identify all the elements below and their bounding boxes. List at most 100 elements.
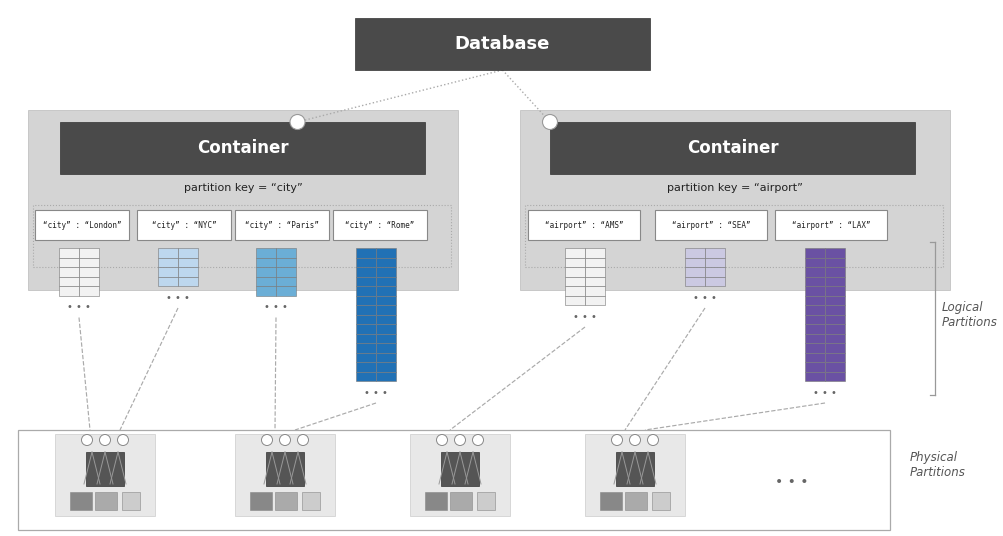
Bar (356, 353, 376, 362)
Bar (356, 333, 376, 343)
Bar (565, 267, 585, 277)
Text: Database: Database (454, 35, 550, 53)
Bar (585, 434, 684, 516)
Bar (35, 210, 128, 240)
Bar (565, 248, 585, 257)
Bar (651, 492, 669, 510)
Bar (256, 286, 276, 295)
Bar (804, 277, 824, 286)
Bar (565, 295, 585, 305)
Bar (276, 248, 296, 257)
Bar (178, 267, 198, 277)
Bar (122, 492, 139, 510)
Bar (528, 210, 639, 240)
Text: • • •: • • • (812, 388, 837, 398)
Bar (824, 362, 845, 371)
Bar (824, 324, 845, 333)
Bar (704, 248, 724, 257)
Bar (804, 362, 824, 371)
Bar (824, 333, 845, 343)
Bar (704, 267, 724, 277)
Bar (804, 248, 824, 257)
Text: Container: Container (197, 139, 288, 157)
Circle shape (629, 435, 640, 445)
Bar (804, 305, 824, 315)
Bar (704, 257, 724, 267)
Bar (600, 492, 622, 510)
Bar (256, 248, 276, 257)
Bar (376, 257, 395, 267)
Text: Logical
Partitions: Logical Partitions (941, 301, 997, 329)
Bar (824, 343, 845, 353)
Bar (684, 257, 704, 267)
Text: “city” : “Paris”: “city” : “Paris” (245, 220, 319, 229)
Bar (824, 267, 845, 277)
Bar (804, 286, 824, 295)
Bar (565, 277, 585, 286)
Bar (157, 248, 178, 257)
Text: • • •: • • • (364, 388, 387, 398)
Text: • • •: • • • (573, 312, 597, 322)
Bar (376, 295, 395, 305)
Circle shape (454, 435, 465, 445)
Bar (79, 277, 99, 286)
Bar (654, 210, 766, 240)
Text: “city” : “London”: “city” : “London” (43, 220, 121, 229)
Bar (356, 286, 376, 295)
Bar (804, 295, 824, 305)
Text: • • •: • • • (692, 293, 716, 303)
Text: • • •: • • • (774, 475, 808, 489)
Bar (178, 248, 198, 257)
Text: • • •: • • • (264, 302, 288, 312)
Bar (550, 122, 914, 174)
Bar (585, 277, 605, 286)
Bar (376, 305, 395, 315)
Bar (157, 257, 178, 267)
Bar (59, 257, 79, 267)
Bar (95, 492, 117, 510)
Bar (824, 315, 845, 324)
Bar (59, 277, 79, 286)
Bar (302, 492, 320, 510)
Bar (376, 371, 395, 381)
Bar (804, 371, 824, 381)
Bar (178, 277, 198, 286)
Bar (356, 343, 376, 353)
Text: Physical
Partitions: Physical Partitions (909, 451, 965, 479)
Bar (178, 257, 198, 267)
Bar (157, 277, 178, 286)
Bar (616, 452, 653, 486)
Bar (824, 248, 845, 257)
Bar (356, 277, 376, 286)
Bar (356, 295, 376, 305)
Bar (684, 277, 704, 286)
Bar (356, 267, 376, 277)
Bar (804, 315, 824, 324)
Bar (804, 267, 824, 277)
Bar (235, 434, 335, 516)
Bar (376, 248, 395, 257)
Text: “airport” : “LAX”: “airport” : “LAX” (791, 220, 870, 229)
Bar (824, 305, 845, 315)
Bar (276, 286, 296, 295)
Text: “city” : “Rome”: “city” : “Rome” (345, 220, 414, 229)
Bar (79, 257, 99, 267)
Bar (356, 362, 376, 371)
Circle shape (99, 435, 110, 445)
Bar (476, 492, 494, 510)
Bar (520, 110, 949, 290)
Bar (376, 353, 395, 362)
Bar (585, 295, 605, 305)
Bar (684, 267, 704, 277)
Bar (804, 333, 824, 343)
Bar (256, 267, 276, 277)
Circle shape (436, 435, 447, 445)
Bar (565, 257, 585, 267)
Bar (355, 18, 649, 70)
Text: “airport” : “AMS”: “airport” : “AMS” (545, 220, 623, 229)
Text: Container: Container (686, 139, 777, 157)
Text: partition key = “airport”: partition key = “airport” (666, 183, 802, 193)
Bar (625, 492, 646, 510)
Bar (440, 452, 478, 486)
Bar (356, 371, 376, 381)
